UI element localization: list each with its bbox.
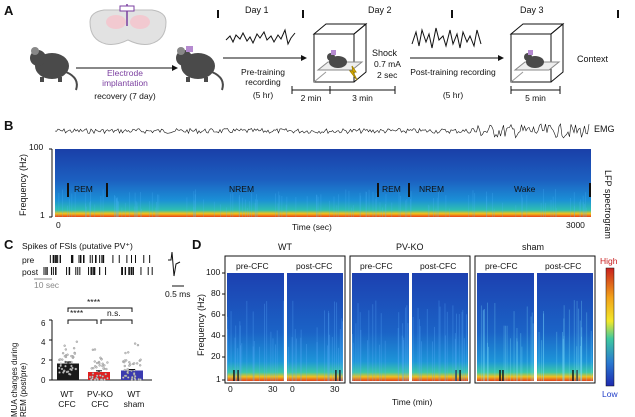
raster-pre-label: pre (22, 255, 35, 265)
panel-label-c: C (4, 237, 14, 252)
min5-label: 5 min (525, 93, 546, 103)
mua-bar-chart (49, 307, 152, 381)
shock-sec: 2 sec (377, 70, 398, 80)
panel-b-figure (49, 123, 591, 218)
spikes-title: Spikes of FSIs (putative PV⁺) (22, 241, 133, 251)
bar-pv-ko-cfc (88, 372, 110, 380)
ytick-100: 100 (206, 267, 221, 277)
emg-label: EMG (594, 124, 615, 134)
colorbar-high: High (600, 256, 618, 266)
wt-x30-pre: 30 (268, 384, 278, 394)
panel-label-a: A (4, 3, 14, 18)
spectrogram-pvko-post (412, 273, 468, 381)
bar-ytick-6: 6 (41, 319, 46, 328)
state-label-nrem-1: NREM (229, 184, 255, 194)
raster-pre (49, 255, 151, 263)
wt-x30: 30 (330, 384, 340, 394)
emg-trace (54, 123, 590, 139)
colorbar-low: Low (602, 389, 618, 399)
colorbar (605, 267, 615, 387)
panel-d-xlabel: Time (min) (392, 397, 433, 407)
context-label: Context (577, 54, 609, 64)
brain-electrode-icon (89, 4, 167, 45)
state-label-rem-1: REM (74, 184, 93, 194)
mouse-icon-1 (30, 47, 78, 91)
ytick-80: 80 (211, 288, 221, 298)
panel-label-d: D (192, 237, 202, 252)
posttraining-label: Post-training recording (410, 67, 496, 77)
pretraining-label: Pre-training recording (241, 67, 285, 87)
panel-c-figure (34, 251, 184, 381)
bar-wt-sham (121, 370, 143, 380)
spectrogram-xtick-start: 0 (56, 220, 61, 230)
context-chamber-icon (509, 22, 565, 83)
raster-post-label: post (22, 267, 39, 277)
sig-right-label: n.s. (107, 308, 121, 318)
post-training-trace (411, 27, 482, 49)
spike-waveform (168, 251, 181, 277)
wt-x0: 0 (228, 384, 233, 394)
conditioning-chamber-icon (312, 22, 368, 83)
electrode-implantation-label: Electrode implantation (102, 68, 148, 88)
day1-label: Day 1 (245, 5, 269, 15)
mouse-icon-2 (176, 46, 224, 91)
spectrogram-xlabel: Time (sec) (292, 222, 332, 232)
ytick-20: 20 (211, 351, 221, 361)
shock-ma: 0.7 mA (374, 59, 401, 69)
group-label-wt-cfc: WT CFC (58, 389, 76, 409)
state-label-nrem-2: NREM (419, 184, 445, 194)
wt-pre-label: pre-CFC (236, 261, 269, 271)
state-label-wake: Wake (514, 184, 536, 194)
pvko-post-label: post-CFC (420, 261, 457, 271)
raster-scale-label: 10 sec (34, 280, 60, 290)
raster-post (43, 267, 153, 275)
spectrogram-ytick-top: 100 (29, 142, 44, 152)
group-label-pvko-cfc: PV-KO CFC (87, 389, 113, 409)
wt-x0-post: 0 (290, 384, 295, 394)
sham-pre-label: pre-CFC (485, 261, 518, 271)
waveform-scale-label: 0.5 ms (165, 289, 191, 299)
bar-ytick-0: 0 (41, 376, 46, 385)
spectrogram-sham-post (537, 273, 593, 381)
day2-label: Day 2 (368, 5, 392, 15)
shock-label: Shock (372, 48, 398, 58)
panel-a-schematic (30, 4, 619, 94)
bar-ytick-4: 4 (41, 338, 46, 347)
sham-post-label: post-CFC (545, 261, 582, 271)
lfp-spectrogram-label: LFP spectrogram (602, 170, 613, 239)
spectrogram-xtick-end: 3000 (566, 220, 585, 230)
bar-ytick-2: 2 (41, 357, 46, 366)
spectrogram-sham-pre (477, 273, 534, 381)
group-label-sham: sham (522, 242, 545, 252)
pre-training-trace (225, 28, 296, 46)
ytick-60: 60 (211, 309, 221, 319)
min2-label: 2 min (300, 93, 322, 103)
pvko-pre-label: pre-CFC (360, 261, 393, 271)
day3-label: Day 3 (520, 5, 544, 15)
min3-label: 3 min (352, 93, 373, 103)
wt-post-label: post-CFC (296, 261, 333, 271)
spectrogram-wt-post (287, 273, 343, 381)
ytick-40: 40 (211, 330, 221, 340)
spectrogram-pvko-pre (352, 273, 409, 381)
ytick-1: 1 (216, 374, 221, 384)
lfp-spectrogram (55, 149, 591, 217)
sig-left-label: **** (70, 308, 84, 318)
state-label-rem-2: REM (382, 184, 401, 194)
panel-label-b: B (4, 118, 14, 133)
group-label-wt-sham: WT sham (123, 389, 145, 409)
group-label-pvko: PV-KO (396, 242, 424, 252)
sig-top-label: **** (87, 297, 101, 307)
posttraining-duration: (5 hr) (442, 90, 464, 100)
spectrogram-wt-pre (227, 273, 284, 381)
group-label-wt: WT (278, 242, 292, 252)
pretraining-duration: (5 hr) (252, 90, 274, 100)
spectrogram-ytick-bottom: 1 (40, 210, 45, 220)
recovery-label: recovery (7 day) (94, 91, 156, 101)
